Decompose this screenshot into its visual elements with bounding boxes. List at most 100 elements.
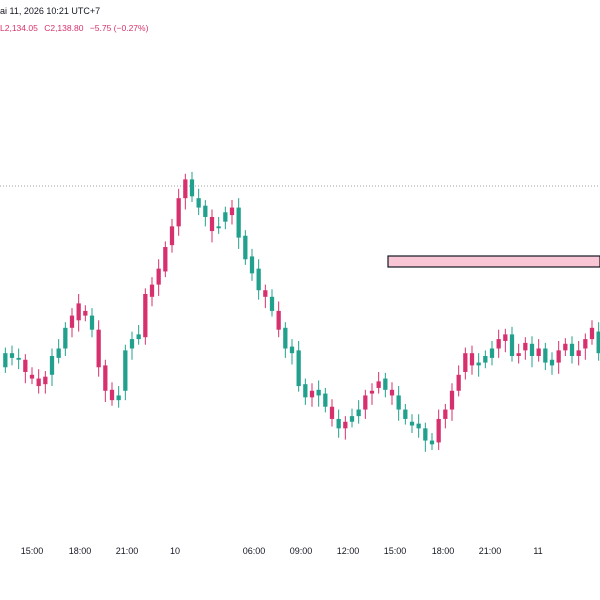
candle-body	[36, 378, 41, 387]
x-tick-label: 09:00	[290, 546, 313, 556]
candle-body	[523, 342, 528, 351]
candles-group	[3, 171, 600, 452]
candle-body	[163, 247, 168, 272]
candle-body	[549, 359, 555, 366]
candle-body	[96, 329, 101, 368]
candle-body	[356, 409, 361, 417]
candle-body	[243, 235, 248, 260]
candle-body	[249, 256, 255, 274]
candle-body	[323, 393, 328, 407]
candle-body	[136, 334, 141, 340]
candle-body	[383, 378, 388, 390]
candle-body	[489, 348, 495, 358]
candle-body	[89, 315, 95, 330]
candle-body	[283, 327, 288, 349]
candle-body	[169, 226, 175, 246]
candle-body	[416, 423, 421, 429]
candle-body	[69, 315, 75, 328]
candle-body	[336, 418, 341, 429]
candle-body	[23, 359, 28, 372]
candle-body	[289, 346, 295, 354]
candle-body	[189, 179, 195, 197]
candle-body	[183, 179, 188, 199]
x-tick-label: 18:00	[432, 546, 455, 556]
resistance-zone[interactable]	[387, 255, 600, 268]
candle-body	[463, 353, 468, 372]
candle-body	[596, 331, 600, 354]
x-tick-label: 21:00	[479, 546, 502, 556]
candle-body	[436, 418, 441, 443]
candle-body	[316, 389, 321, 396]
x-tick-label: 15:00	[384, 546, 407, 556]
candle-body	[296, 350, 301, 387]
x-tick-label: 12:00	[337, 546, 360, 556]
candle-body	[123, 350, 128, 391]
candle-body	[589, 327, 595, 340]
candle-body	[3, 353, 8, 368]
candle-body	[516, 353, 521, 356]
candle-body	[9, 353, 15, 358]
candle-body	[389, 389, 395, 396]
candle-body	[116, 395, 121, 401]
x-tick-label: 18:00	[69, 546, 92, 556]
candle-body	[256, 268, 261, 291]
symbol-datetime: ai 11, 2026 10:21 UTC+7	[0, 6, 101, 16]
candle-body	[56, 348, 61, 358]
x-axis: 15:00 18:00 21:00 10 06:00 09:00 12:00 1…	[21, 546, 543, 556]
candle-body	[63, 327, 68, 349]
candle-body	[576, 350, 581, 356]
candle-body	[129, 339, 135, 349]
candle-body	[229, 207, 235, 216]
candle-body	[329, 406, 335, 419]
candle-body	[429, 440, 435, 445]
candle-body	[483, 356, 488, 363]
candle-body	[176, 198, 181, 227]
candle-body	[403, 409, 408, 419]
candle-body	[263, 290, 268, 297]
candle-body	[496, 339, 501, 349]
ohlc-low: L2,134.05	[0, 23, 38, 33]
candle-body	[396, 395, 401, 410]
candle-body	[529, 343, 535, 356]
ohlc-change: −5.75 (−0.27%)	[89, 23, 149, 33]
candle-body	[456, 374, 461, 391]
candle-body	[236, 207, 241, 238]
candle-body	[476, 362, 481, 366]
candle-body	[556, 350, 561, 363]
candle-body	[543, 348, 548, 363]
candle-body	[343, 421, 348, 429]
candle-body	[16, 357, 21, 360]
x-tick-label: 06:00	[243, 546, 266, 556]
candle-body	[309, 390, 315, 398]
x-tick-label: 21:00	[116, 546, 139, 556]
candle-body	[103, 365, 108, 391]
candle-body	[76, 303, 81, 321]
ohlc-close: C2,138.80	[44, 23, 84, 33]
candle-body	[509, 334, 515, 356]
candle-body	[349, 416, 355, 422]
candle-body	[469, 353, 475, 366]
candle-body	[149, 284, 155, 297]
candle-body	[276, 310, 281, 330]
candle-body	[443, 409, 448, 419]
candle-body	[449, 390, 455, 410]
candle-body	[503, 334, 508, 341]
candle-body	[43, 376, 48, 385]
candle-body	[409, 421, 415, 426]
candle-body	[223, 212, 228, 222]
candle-body	[49, 356, 55, 375]
candle-body	[563, 343, 568, 351]
candle-body	[583, 339, 588, 349]
candle-body	[376, 381, 381, 388]
candle-body	[363, 395, 368, 410]
x-tick-label: 15:00	[21, 546, 44, 556]
candle-body	[109, 389, 115, 401]
candle-body	[29, 374, 35, 379]
candle-body	[569, 343, 575, 356]
candle-body	[143, 294, 148, 338]
candle-body	[209, 216, 215, 232]
candle-body	[203, 205, 208, 217]
candle-body	[369, 390, 375, 394]
candle-body	[303, 384, 308, 398]
